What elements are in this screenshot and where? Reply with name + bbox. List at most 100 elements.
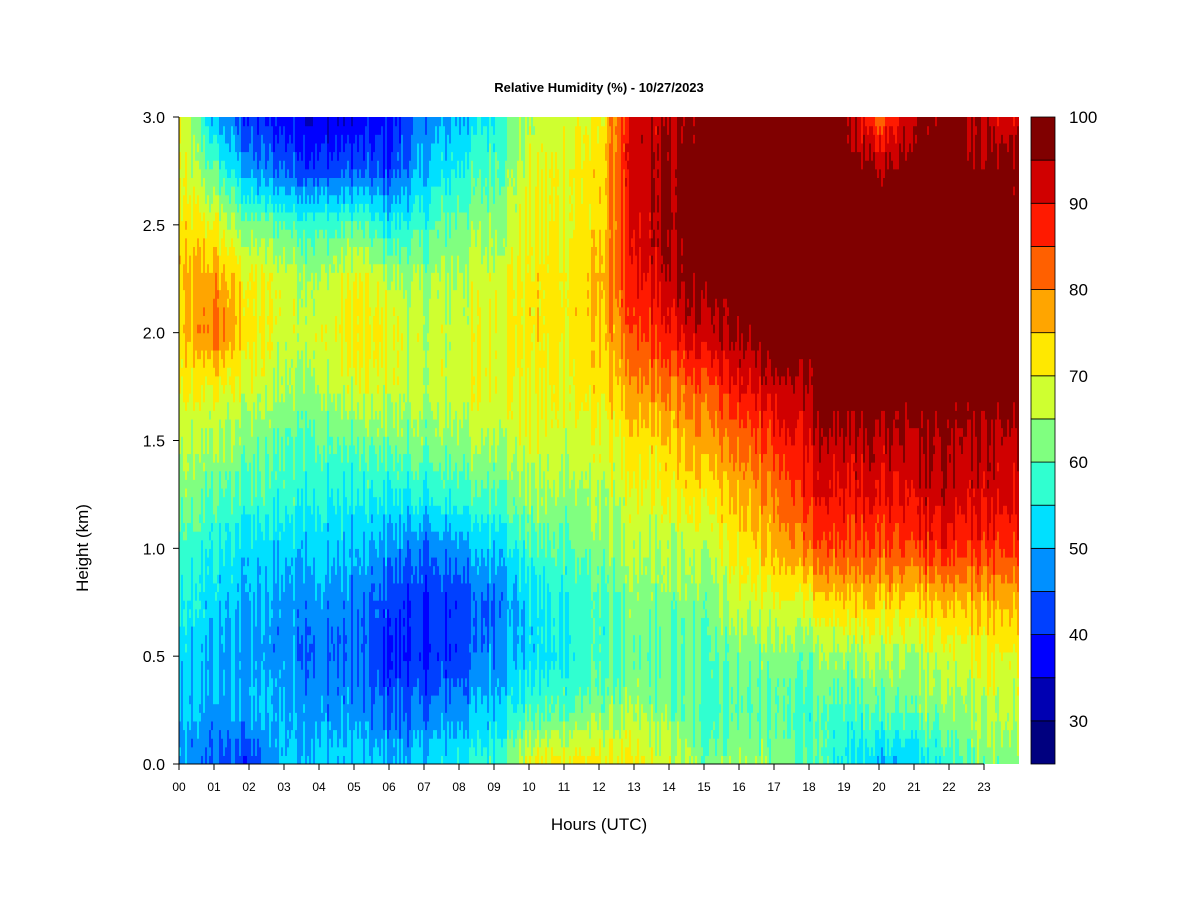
heatmap-cell [885,453,888,506]
heatmap-cell [391,660,394,670]
heatmap-cell [313,418,316,489]
heatmap-cell [715,453,718,498]
heatmap-cell [401,548,404,584]
heatmap-cell [195,203,198,256]
heatmap-cell [303,393,306,472]
heatmap-cell [513,177,516,187]
heatmap-cell [215,134,218,161]
heatmap-cell [209,384,212,411]
heatmap-cell [393,211,396,239]
heatmap-cell [219,220,222,256]
heatmap-cell [741,565,744,575]
heatmap-cell [623,134,626,144]
heatmap-cell [345,298,348,342]
heatmap-cell [193,410,196,480]
heatmap-cell [223,755,226,764]
heatmap-cell [687,315,690,360]
heatmap-cell [465,505,468,541]
heatmap-cell [343,608,346,618]
heatmap-cell [491,125,494,187]
heatmap-cell [633,117,636,230]
heatmap-cell [861,142,864,170]
heatmap-cell [385,729,388,764]
heatmap-cell [407,746,410,764]
heatmap-cell [223,125,226,161]
heatmap-cell [239,548,242,653]
heatmap-cell [709,117,712,308]
heatmap-cell [645,487,648,558]
heatmap-cell [733,574,736,627]
heatmap-cell [193,367,196,411]
heatmap-cell [365,513,368,575]
heatmap-cell [711,531,714,575]
heatmap-cell [773,522,776,558]
heatmap-cell [395,229,398,256]
heatmap-cell [423,444,426,480]
heatmap-cell [497,444,500,489]
heatmap-cell [777,117,780,377]
heatmap-cell [239,280,242,351]
heatmap-cell [533,686,536,731]
heatmap-cell [827,600,830,627]
heatmap-cell [625,565,628,575]
heatmap-cell [335,211,338,230]
heatmap-cell [435,125,438,187]
heatmap-cell [621,298,624,308]
heatmap-cell [299,151,302,187]
heatmap-cell [663,720,666,764]
heatmap-cell [401,738,404,764]
heatmap-cell [867,134,870,161]
heatmap-cell [277,142,280,178]
heatmap-cell [317,203,320,213]
heatmap-cell [347,703,350,713]
heatmap-cell [647,272,650,342]
heatmap-cell [449,142,452,196]
heatmap-cell [215,582,218,593]
heatmap-cell [261,496,264,532]
heatmap-cell [409,513,412,549]
heatmap-cell [335,255,338,317]
heatmap-cell [689,755,692,764]
heatmap-cell [593,712,596,748]
heatmap-cell [321,117,324,144]
heatmap-cell [801,625,804,653]
heatmap-cell [329,393,332,437]
heatmap-cell [807,574,810,601]
heatmap-cell [373,117,376,153]
heatmap-cell [889,151,892,472]
heatmap-cell [381,539,384,601]
heatmap-cell [831,548,834,567]
heatmap-cell [309,237,312,282]
heatmap-cell [279,255,282,291]
heatmap-cell [853,117,856,153]
heatmap-cell [189,703,192,731]
heatmap-cell [655,246,658,325]
heatmap-cell [339,237,342,265]
heatmap-cell [361,617,364,627]
heatmap-cell [477,117,480,178]
heatmap-cell [253,220,256,247]
heatmap-cell [567,306,570,317]
heatmap-cell [665,280,668,334]
heatmap-cell [309,660,312,764]
heatmap-cell [777,556,780,593]
heatmap-cell [539,117,542,265]
heatmap-cell [567,522,570,593]
heatmap-cell [373,151,376,178]
heatmap-cell [807,669,810,764]
heatmap-cell [351,375,354,420]
heatmap-cell [557,168,560,187]
heatmap-cell [737,729,740,764]
heatmap-cell [885,556,888,575]
heatmap-cell [639,211,642,239]
heatmap-cell [443,479,446,489]
heatmap-cell [193,720,196,764]
heatmap-cell [307,125,310,170]
heatmap-cell [543,349,546,368]
heatmap-cell [637,686,640,696]
heatmap-cell [375,608,378,618]
heatmap-cell [381,125,384,178]
heatmap-cell [343,151,346,178]
heatmap-cell [313,556,316,636]
heatmap-cell [741,384,744,394]
